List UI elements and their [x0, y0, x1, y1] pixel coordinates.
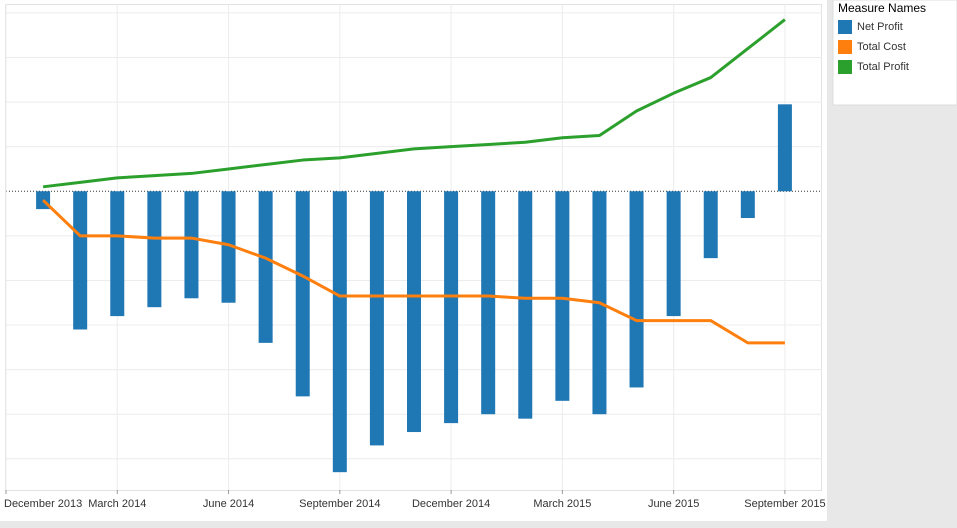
legend-swatch [838, 20, 852, 34]
legend-label: Net Profit [857, 21, 903, 33]
bar [481, 191, 496, 415]
bar [703, 191, 718, 259]
bar [740, 191, 755, 219]
bottom-strip [0, 521, 827, 528]
legend-swatch [838, 40, 852, 54]
bar [555, 191, 570, 401]
bar [110, 191, 125, 317]
x-tick-label: June 2015 [648, 498, 699, 510]
bar [295, 191, 310, 397]
bar [666, 191, 681, 317]
x-tick-label: June 2014 [203, 498, 254, 510]
x-tick-label: September 2015 [744, 498, 825, 510]
legend-title: Measure Names [838, 1, 926, 15]
bar [629, 191, 644, 388]
x-tick-label: March 2014 [88, 498, 146, 510]
bar [444, 191, 459, 424]
bar [518, 191, 533, 419]
bar [332, 191, 347, 473]
bar [258, 191, 273, 343]
legend-swatch [838, 60, 852, 74]
bar [147, 191, 162, 308]
bar [221, 191, 236, 303]
bar [369, 191, 384, 446]
legend-box [832, 0, 957, 106]
x-tick-label: March 2015 [533, 498, 591, 510]
bar [73, 191, 88, 330]
line [42, 18, 786, 189]
bar [184, 191, 199, 299]
bar [407, 191, 421, 433]
line [42, 199, 785, 345]
x-tick-label: December 2013 [4, 498, 82, 510]
legend-label: Total Cost [857, 41, 906, 53]
x-tick-label: September 2014 [299, 498, 380, 510]
legend-label: Total Profit [857, 61, 909, 73]
x-tick-label: December 2014 [412, 498, 490, 510]
bar [777, 104, 792, 192]
